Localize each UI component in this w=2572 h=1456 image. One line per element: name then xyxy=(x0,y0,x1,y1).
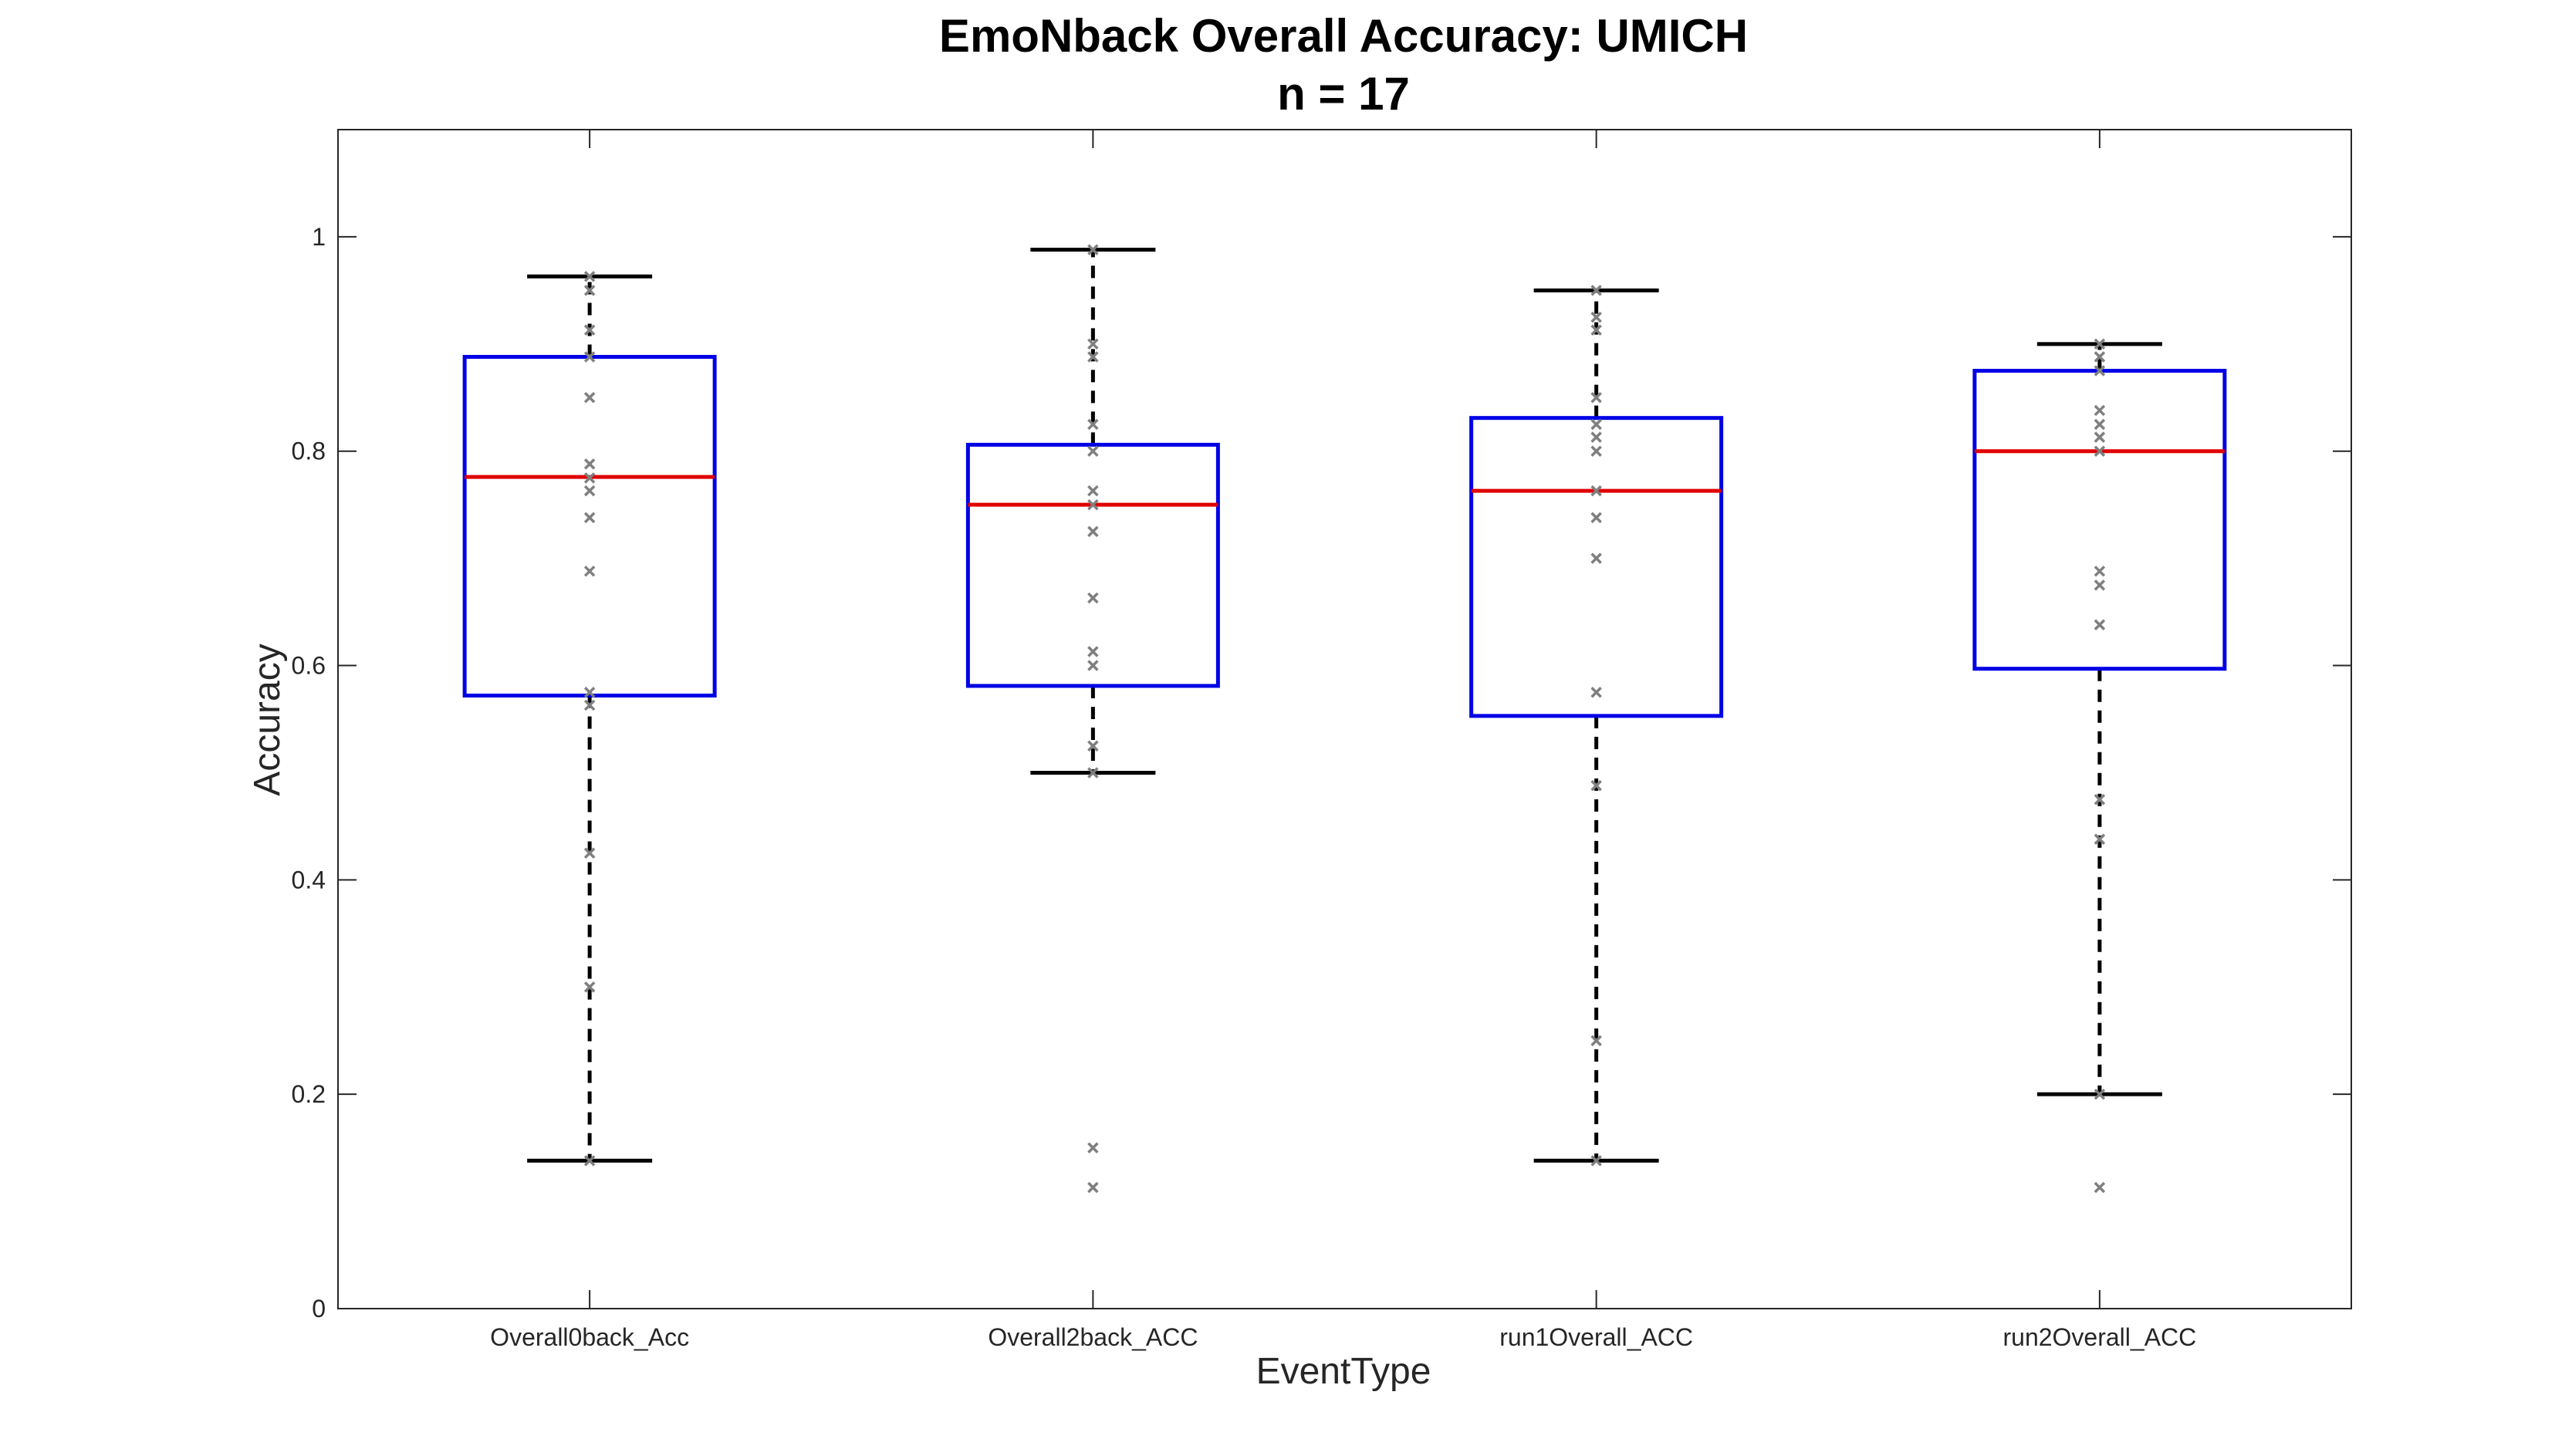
y-tick-label: 0 xyxy=(312,1295,326,1323)
data-point xyxy=(2094,566,2106,577)
data-point xyxy=(583,472,596,484)
data-point xyxy=(1590,445,1602,457)
data-point xyxy=(583,351,596,363)
data-point xyxy=(1590,285,1602,296)
data-point xyxy=(1087,525,1099,538)
data-point xyxy=(2094,351,2106,363)
data-point xyxy=(1590,779,1602,792)
data-point xyxy=(1087,244,1099,255)
iqr-box xyxy=(965,442,1220,688)
data-point xyxy=(1087,338,1099,350)
data-point xyxy=(583,458,596,470)
data-point xyxy=(583,271,596,282)
x-axis-label: EventType xyxy=(1256,1351,1431,1392)
data-point xyxy=(1087,660,1099,671)
data-point xyxy=(1590,687,1602,698)
data-point xyxy=(1087,485,1099,497)
data-point xyxy=(1087,418,1099,431)
data-point xyxy=(1590,392,1602,404)
data-point xyxy=(583,566,596,577)
data-point xyxy=(583,392,596,404)
y-tick-label: 0.8 xyxy=(292,437,326,465)
axes-frame xyxy=(337,129,2352,1309)
data-point xyxy=(1590,1155,1602,1167)
data-point xyxy=(583,981,596,993)
x-tick-label: run1Overall_ACC xyxy=(1499,1323,1693,1351)
x-tick-label: Overall0back_Acc xyxy=(490,1323,689,1351)
data-point xyxy=(583,687,596,698)
iqr-box xyxy=(462,354,717,698)
data-point xyxy=(2094,1181,2106,1194)
y-tick-label: 0.4 xyxy=(292,866,326,894)
chart-title-line1: EmoNback Overall Accuracy: UMICH xyxy=(939,10,1748,62)
data-point xyxy=(1590,311,1602,323)
data-point xyxy=(2094,793,2106,806)
data-point xyxy=(2094,579,2106,591)
data-point xyxy=(2094,833,2106,845)
data-point xyxy=(2094,619,2106,630)
data-point xyxy=(583,699,596,711)
data-point xyxy=(1590,512,1602,524)
data-point xyxy=(2094,338,2106,350)
data-point xyxy=(1087,1181,1099,1194)
data-point xyxy=(1590,1035,1602,1046)
data-point xyxy=(583,1155,596,1167)
data-point xyxy=(1087,646,1099,657)
y-tick-label: 0.6 xyxy=(292,652,326,680)
data-point xyxy=(1087,592,1099,604)
data-point xyxy=(1087,498,1099,511)
data-point xyxy=(2094,1088,2106,1100)
data-point xyxy=(583,847,596,859)
data-point xyxy=(1087,351,1099,363)
y-axis-label: Accuracy xyxy=(247,644,288,796)
chart-title-line2: n = 17 xyxy=(1277,68,1410,120)
data-point xyxy=(583,485,596,497)
data-point xyxy=(1087,445,1099,457)
data-point xyxy=(1590,324,1602,336)
x-tick-label: run2Overall_ACC xyxy=(2003,1323,2196,1351)
data-point xyxy=(2094,365,2106,377)
data-point xyxy=(1590,418,1602,431)
data-point xyxy=(1087,740,1099,752)
data-point xyxy=(2094,431,2106,443)
y-tick-label: 0.2 xyxy=(292,1080,326,1108)
data-point xyxy=(1087,1142,1099,1154)
data-point xyxy=(1590,431,1602,443)
data-point xyxy=(2094,445,2106,457)
iqr-box xyxy=(1469,416,1724,718)
x-tick-label: Overall2back_ACC xyxy=(988,1323,1198,1351)
data-point xyxy=(1087,767,1099,779)
plot-area: 0 0.2 0.4 0.6 0.8 1 Overall0back_Acc Overall2ba… xyxy=(292,129,2352,1351)
data-point xyxy=(2094,404,2106,417)
data-point xyxy=(2094,418,2106,431)
data-point xyxy=(583,285,596,296)
data-point xyxy=(583,512,596,524)
data-point xyxy=(1590,485,1602,497)
data-point xyxy=(583,324,596,336)
data-point xyxy=(1590,552,1602,564)
y-tick-label: 1 xyxy=(312,223,326,251)
